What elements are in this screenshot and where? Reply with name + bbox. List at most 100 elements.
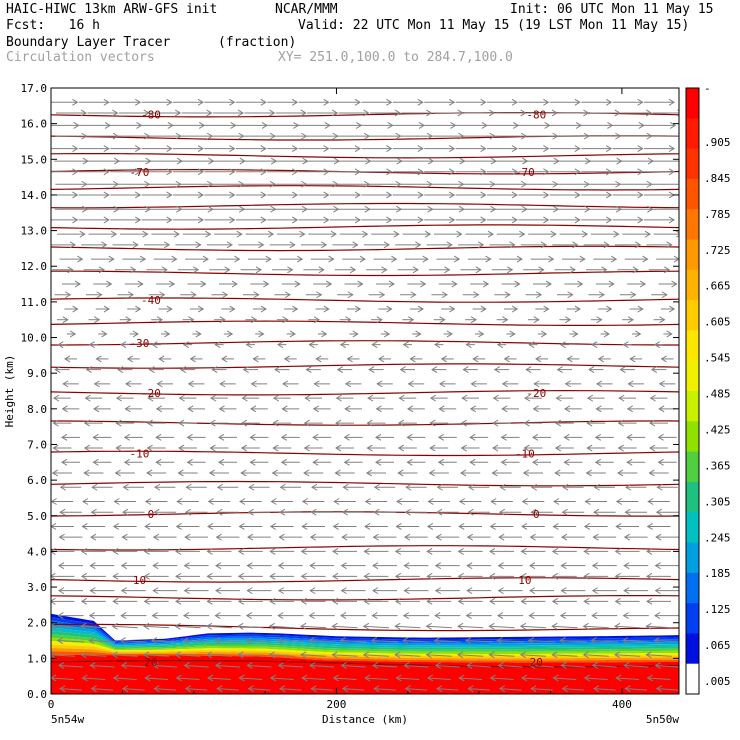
wind-vector bbox=[337, 180, 371, 188]
wind-vector bbox=[488, 622, 515, 630]
wind-vector bbox=[88, 637, 116, 644]
wind-vector bbox=[268, 651, 295, 659]
wind-vector bbox=[206, 572, 232, 580]
wind-vector bbox=[590, 316, 603, 324]
wind-vector bbox=[566, 355, 580, 363]
wind-vector bbox=[590, 230, 620, 238]
wind-vector bbox=[309, 662, 335, 669]
wind-vector bbox=[496, 637, 524, 644]
wind-vector bbox=[301, 241, 328, 249]
isotherm-line bbox=[51, 511, 679, 517]
wind-vector bbox=[655, 685, 679, 693]
wind-vector bbox=[494, 180, 528, 188]
wind-vector bbox=[177, 469, 198, 477]
wind-vector bbox=[649, 394, 668, 402]
wind-vector bbox=[237, 597, 263, 605]
wind-vector bbox=[589, 109, 621, 117]
wind-vector bbox=[465, 316, 477, 324]
wind-vector bbox=[344, 405, 362, 413]
wind-vector bbox=[375, 433, 394, 441]
wind-vector bbox=[330, 191, 361, 199]
wind-vector bbox=[494, 205, 528, 213]
wind-vector bbox=[310, 508, 333, 516]
wind-vector bbox=[175, 674, 200, 682]
wind-vector bbox=[434, 662, 460, 669]
wind-vector bbox=[497, 562, 523, 570]
wind-vector bbox=[155, 405, 174, 413]
x-tick-label: 400 bbox=[612, 698, 632, 711]
wind-vector bbox=[187, 405, 205, 413]
wind-vector bbox=[622, 637, 650, 644]
wind-vector bbox=[309, 587, 335, 595]
wind-vector bbox=[88, 612, 115, 620]
wind-vector bbox=[525, 157, 560, 165]
wind-vector bbox=[267, 216, 299, 224]
wind-vector bbox=[275, 132, 308, 140]
wind-vector bbox=[654, 562, 679, 570]
isotherm-label: -80 bbox=[141, 109, 161, 122]
y-tick-label: 17.0 bbox=[21, 82, 48, 95]
wind-vector bbox=[460, 469, 481, 477]
wind-vector bbox=[494, 291, 511, 299]
wind-vector bbox=[332, 547, 358, 555]
wind-vector bbox=[368, 291, 386, 299]
wind-vector bbox=[252, 305, 267, 313]
wind-vector bbox=[432, 132, 465, 140]
wind-vector bbox=[144, 241, 171, 249]
wind-vector bbox=[213, 637, 242, 644]
wind-vector bbox=[617, 266, 639, 274]
wind-vector bbox=[206, 597, 232, 605]
wind-vector bbox=[499, 255, 523, 263]
wind-vector bbox=[81, 241, 108, 249]
wind-vector bbox=[611, 122, 645, 129]
wind-vector bbox=[277, 562, 303, 570]
wind-vector bbox=[409, 305, 424, 313]
wind-vector bbox=[646, 597, 672, 605]
wind-vector bbox=[144, 498, 168, 505]
wind-vector bbox=[341, 533, 365, 541]
wind-vector bbox=[432, 180, 465, 188]
wind-vector bbox=[398, 394, 417, 402]
wind-vector bbox=[64, 305, 79, 313]
wind-vector bbox=[495, 109, 527, 117]
wind-vector bbox=[243, 180, 276, 188]
wind-vector bbox=[557, 180, 590, 188]
wind-vector bbox=[83, 469, 104, 477]
wind-vector bbox=[618, 394, 637, 402]
y-tick-label: 11.0 bbox=[21, 296, 48, 309]
wind-vector bbox=[464, 109, 496, 117]
wind-vector bbox=[279, 483, 301, 491]
wind-vector bbox=[493, 366, 510, 374]
wind-vector bbox=[434, 587, 460, 595]
wind-vector bbox=[529, 587, 554, 595]
wind-vector bbox=[427, 498, 451, 505]
wind-vector bbox=[249, 458, 269, 466]
wind-vector bbox=[343, 433, 363, 441]
wind-vector bbox=[146, 444, 166, 452]
wind-vector bbox=[396, 498, 419, 505]
wind-vector bbox=[362, 622, 390, 630]
wind-vector bbox=[624, 685, 648, 693]
wind-vector bbox=[458, 674, 483, 682]
wind-vector bbox=[269, 572, 295, 580]
wind-vector bbox=[310, 685, 334, 693]
wind-vector bbox=[52, 444, 72, 452]
wind-vector bbox=[306, 180, 339, 188]
wind-vector bbox=[146, 266, 168, 274]
valid-text: Valid: 22 UTC Mon 11 May 15 (19 LST Mon … bbox=[298, 18, 690, 33]
colorbar-label: - bbox=[704, 82, 711, 95]
wind-vector bbox=[90, 685, 114, 693]
wind-vector bbox=[364, 674, 388, 682]
wind-vector bbox=[147, 394, 166, 402]
wind-vector bbox=[400, 180, 433, 188]
wind-vector bbox=[146, 469, 167, 477]
wind-vector bbox=[375, 458, 394, 466]
wind-vector bbox=[646, 241, 673, 249]
wind-vector bbox=[443, 330, 453, 338]
wind-vector bbox=[51, 216, 79, 224]
wind-vector bbox=[423, 122, 457, 129]
wind-vector bbox=[392, 98, 424, 106]
wind-vector bbox=[118, 132, 151, 140]
wind-vector bbox=[648, 469, 669, 477]
wind-vector bbox=[489, 597, 515, 605]
